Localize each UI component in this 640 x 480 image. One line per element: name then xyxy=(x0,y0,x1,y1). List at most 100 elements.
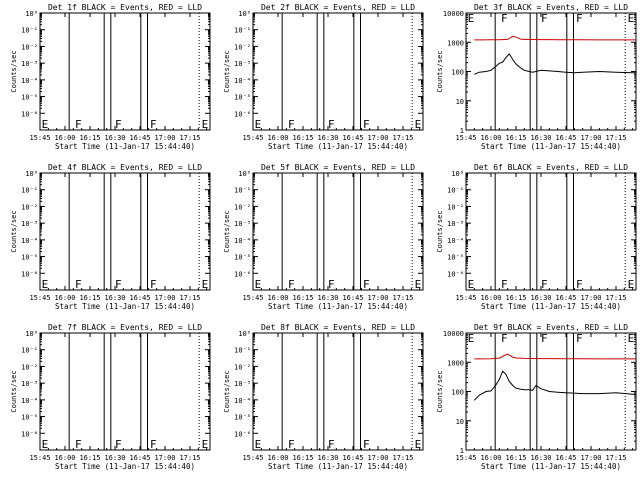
x-tick-label: 16:00 xyxy=(54,134,75,142)
event-marker-label: E xyxy=(628,332,635,345)
event-marker-label: E xyxy=(42,438,49,451)
detector-panel: Det 3f BLACK = Events, RED = LLD 15:45 16:… xyxy=(436,3,637,151)
event-marker-label: F xyxy=(576,332,583,345)
plot-frame xyxy=(252,12,424,131)
event-marker-label: F xyxy=(75,278,82,291)
event-marker-label: E xyxy=(255,278,262,291)
x-tick-label: 16:00 xyxy=(480,294,501,302)
y-tick-label: 10⁻⁶ xyxy=(21,270,38,278)
x-tick-label: 16:45 xyxy=(129,134,150,142)
lld-series-line xyxy=(474,353,636,360)
plot-frame xyxy=(39,332,211,451)
y-axis-label: Counts/sec xyxy=(436,370,444,412)
y-tick-label: 10⁻² xyxy=(21,363,38,371)
y-tick-label: 10⁻⁶ xyxy=(234,270,251,278)
event-marker-label: F xyxy=(363,118,370,131)
y-tick-label: 10⁻¹ xyxy=(21,187,38,195)
y-tick-label: 10⁻¹ xyxy=(234,187,251,195)
x-tick-label: 17:15 xyxy=(605,294,626,302)
x-tick-label: 16:45 xyxy=(342,134,363,142)
panel-title: Det 9f BLACK = Events, RED = LLD xyxy=(474,323,628,332)
event-marker-label: E xyxy=(468,278,475,291)
x-tick-label: 17:00 xyxy=(580,294,601,302)
event-marker-label: F xyxy=(501,278,508,291)
y-tick-label: 10⁻⁵ xyxy=(447,254,464,262)
event-marker-label: E xyxy=(255,118,262,131)
event-marker-label: F xyxy=(541,278,548,291)
x-tick-label: 16:45 xyxy=(342,294,363,302)
plot-frame xyxy=(39,172,211,291)
x-tick-label: 15:45 xyxy=(455,454,476,462)
y-tick-label: 10⁻¹ xyxy=(447,187,464,195)
x-tick-label: 17:15 xyxy=(179,134,200,142)
x-tick-label: 16:30 xyxy=(317,134,338,142)
y-tick-label: 10⁻⁵ xyxy=(21,94,38,102)
x-tick-label: 16:30 xyxy=(530,294,551,302)
panel-title: Det 1f BLACK = Events, RED = LLD xyxy=(48,3,202,12)
y-axis-label: Counts/sec xyxy=(436,50,444,92)
y-tick-label: 10⁻⁵ xyxy=(234,94,251,102)
x-tick-label: 16:15 xyxy=(292,294,313,302)
y-tick-label: 10⁻² xyxy=(21,203,38,211)
x-tick-label: 16:00 xyxy=(267,454,288,462)
event-marker-label: F xyxy=(288,438,295,451)
x-tick-label: 17:00 xyxy=(154,134,175,142)
event-marker-label: E xyxy=(202,278,209,291)
event-marker-label: E xyxy=(468,332,475,345)
event-marker-label: F xyxy=(541,12,548,25)
event-marker-label: F xyxy=(115,118,122,131)
x-tick-label: 17:15 xyxy=(179,454,200,462)
x-axis-label: Start Time (11-Jan-17 15:44:40) xyxy=(481,462,621,471)
event-marker-label: F xyxy=(150,278,157,291)
event-marker-label: F xyxy=(363,278,370,291)
detector-panel: Det 1f BLACK = Events, RED = LLD 15:45 16:… xyxy=(10,3,211,151)
y-axis-label: Counts/sec xyxy=(10,50,18,92)
detector-panel: Det 8f BLACK = Events, RED = LLD 15:45 16:… xyxy=(223,323,424,471)
x-axis-label: Start Time (11-Jan-17 15:44:40) xyxy=(55,302,195,311)
x-tick-label: 16:45 xyxy=(129,454,150,462)
y-tick-label: 1000 xyxy=(447,359,464,367)
y-axis-label: Counts/sec xyxy=(223,210,231,252)
x-tick-label: 17:00 xyxy=(154,454,175,462)
y-tick-label: 10⁻⁴ xyxy=(21,397,38,405)
y-tick-label: 10⁻⁴ xyxy=(21,237,38,245)
event-marker-label: F xyxy=(150,118,157,131)
event-marker-label: F xyxy=(541,332,548,345)
x-tick-label: 16:30 xyxy=(104,134,125,142)
y-tick-label: 10⁻¹ xyxy=(21,27,38,35)
y-tick-label: 10⁻² xyxy=(234,363,251,371)
x-tick-label: 16:00 xyxy=(54,294,75,302)
y-tick-label: 10 xyxy=(456,418,464,426)
y-tick-label: 10⁻³ xyxy=(21,220,38,228)
detector-panel: Det 5f BLACK = Events, RED = LLD 15:45 16:… xyxy=(223,163,424,311)
event-marker-label: E xyxy=(415,118,422,131)
x-tick-label: 16:30 xyxy=(530,454,551,462)
x-axis-label: Start Time (11-Jan-17 15:44:40) xyxy=(268,302,408,311)
x-axis-label: Start Time (11-Jan-17 15:44:40) xyxy=(268,142,408,151)
y-tick-label: 100 xyxy=(451,69,464,77)
panel-title: Det 6f BLACK = Events, RED = LLD xyxy=(474,163,628,172)
y-tick-label: 10⁻² xyxy=(234,203,251,211)
event-marker-label: E xyxy=(415,438,422,451)
event-marker-label: F xyxy=(501,12,508,25)
plot-frame xyxy=(252,332,424,451)
detector-panel: Det 7f BLACK = Events, RED = LLD 15:45 16:… xyxy=(10,323,211,471)
x-tick-label: 16:15 xyxy=(505,134,526,142)
y-axis-label: Counts/sec xyxy=(436,210,444,252)
x-tick-label: 15:45 xyxy=(455,134,476,142)
event-marker-label: E xyxy=(202,438,209,451)
plot-frame xyxy=(465,172,637,291)
y-tick-label: 10⁰ xyxy=(25,170,38,178)
y-tick-label: 10⁻⁵ xyxy=(21,254,38,262)
x-tick-label: 16:00 xyxy=(54,454,75,462)
panel-title: Det 2f BLACK = Events, RED = LLD xyxy=(261,3,415,12)
plot-frame xyxy=(39,12,211,131)
y-tick-label: 10⁻³ xyxy=(234,380,251,388)
x-tick-label: 15:45 xyxy=(242,294,263,302)
y-axis-label: Counts/sec xyxy=(223,50,231,92)
x-tick-label: 17:00 xyxy=(580,454,601,462)
x-tick-label: 17:00 xyxy=(367,454,388,462)
event-marker-label: E xyxy=(415,278,422,291)
event-marker-label: F xyxy=(328,118,335,131)
